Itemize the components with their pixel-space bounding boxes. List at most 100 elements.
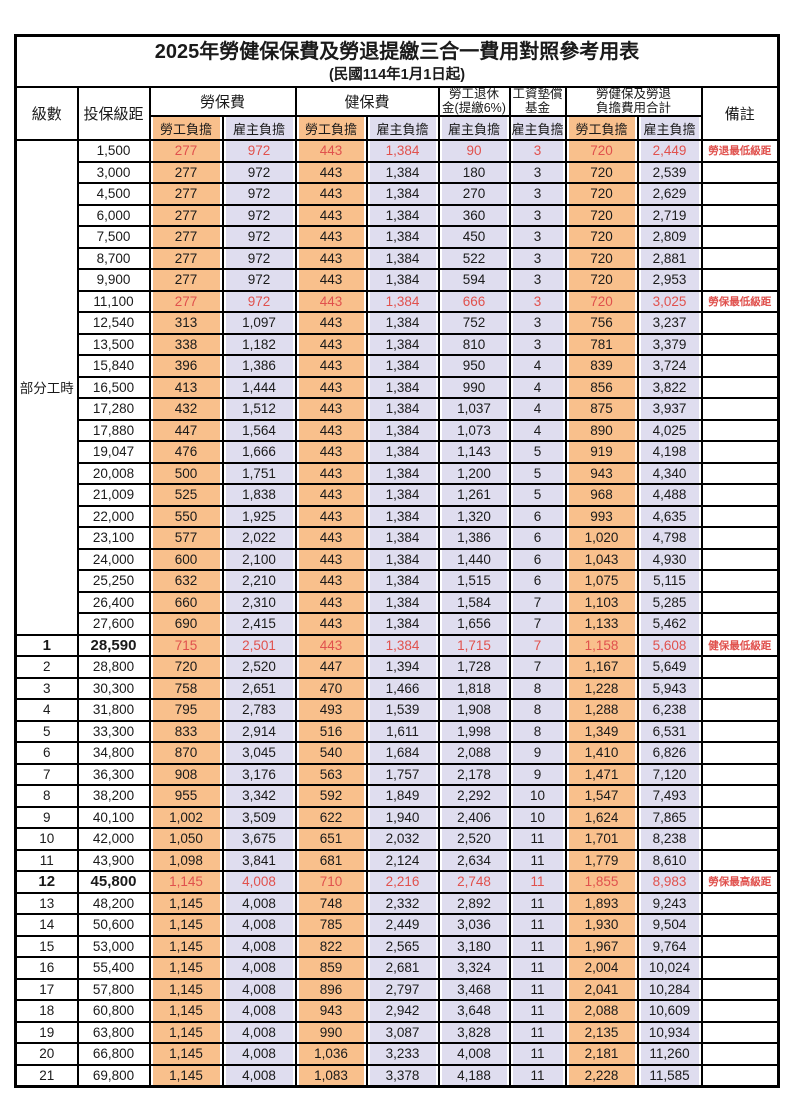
cell-value: 3,176 xyxy=(221,762,297,786)
cell-value: 990 xyxy=(294,1020,368,1044)
cell-bracket: 36,300 xyxy=(76,762,151,786)
header-sub-row: 勞工負擔 雇主負擔 勞工負擔 雇主負擔 雇主負擔 雇主負擔 勞工負擔 雇主負擔 xyxy=(16,115,779,141)
cell-value: 1,908 xyxy=(437,698,511,722)
cell-value: 1,384 xyxy=(365,483,440,507)
cell-value: 1,050 xyxy=(148,827,224,851)
cell-value: 972 xyxy=(221,160,297,184)
page-subtitle: (民國114年1月1日起) xyxy=(328,66,466,83)
cell-note xyxy=(700,827,780,851)
cell-value: 972 xyxy=(221,225,297,249)
cell-value: 3 xyxy=(508,182,567,206)
cell-value: 4 xyxy=(508,375,567,399)
table-row: 18 60,800 1,145 4,008 943 2,942 3,648 11 2,088 10… xyxy=(14,999,780,1023)
cell-bracket: 69,800 xyxy=(76,1063,151,1088)
cell-value: 8 xyxy=(508,698,567,722)
cell-value: 396 xyxy=(148,354,224,378)
cell-value: 4,008 xyxy=(437,1042,511,1066)
cell-value: 1,515 xyxy=(437,569,511,593)
table-row: 20,008 500 1,751 443 1,384 1,200 5 943 4,340 xyxy=(16,461,780,485)
cell-note xyxy=(700,676,780,700)
cell-value: 756 xyxy=(564,311,639,335)
cell-bracket: 48,200 xyxy=(76,891,151,915)
cell-value: 1,145 xyxy=(148,1042,224,1066)
cell-value: 1,684 xyxy=(365,741,440,765)
cell-value: 550 xyxy=(148,504,224,528)
subheader-employer: 雇主負擔 xyxy=(365,115,440,141)
cell-value: 1,715 xyxy=(437,633,511,657)
cell-value: 4,008 xyxy=(221,999,297,1023)
cell-value: 11 xyxy=(508,870,567,894)
cell-value: 11 xyxy=(508,848,567,872)
cell-value: 9,764 xyxy=(636,934,703,958)
cell-value: 660 xyxy=(148,590,224,614)
cell-value: 2,449 xyxy=(636,139,703,163)
cell-value: 2,210 xyxy=(221,569,297,593)
cell-value: 1,849 xyxy=(365,784,440,808)
cell-value: 3,237 xyxy=(636,311,703,335)
cell-value: 5,943 xyxy=(636,676,703,700)
cell-value: 443 xyxy=(294,461,368,485)
cell-level: 5 xyxy=(14,719,79,743)
cell-value: 3,828 xyxy=(437,1020,511,1044)
cell-value: 1,145 xyxy=(148,1063,224,1088)
table-row: 7 36,300 908 3,176 563 1,757 2,178 9 1,471 7,120 xyxy=(14,762,780,786)
cell-level: 18 xyxy=(14,999,79,1023)
cell-value: 4,008 xyxy=(221,934,297,958)
cell-value: 2,953 xyxy=(636,268,703,292)
cell-value: 2,181 xyxy=(564,1042,639,1066)
cell-bracket: 7,500 xyxy=(76,225,151,249)
table-body: 部分工時 1,500 277 972 443 1,384 90 3 720 2,449 勞退最低級距… xyxy=(14,139,780,1088)
cell-value: 1,384 xyxy=(365,182,440,206)
cell-value: 8,610 xyxy=(636,848,703,872)
cell-value: 3,324 xyxy=(437,956,511,980)
col-header-level: 級數 xyxy=(14,86,79,141)
cell-value: 413 xyxy=(148,375,224,399)
cell-value: 1,103 xyxy=(564,590,639,614)
cell-value: 443 xyxy=(294,268,368,292)
cell-value: 1,940 xyxy=(365,805,440,829)
cell-value: 2,041 xyxy=(564,977,639,1001)
cell-bracket: 60,800 xyxy=(76,999,151,1023)
cell-bracket: 15,840 xyxy=(76,354,151,378)
cell-value: 1,384 xyxy=(365,397,440,421)
cell-bracket: 17,880 xyxy=(76,418,151,442)
cell-bracket: 3,000 xyxy=(76,160,151,184)
title-row: 2025年勞健保保費及勞退提繳三合一費用對照參考用表 (民國114年1月1日起) xyxy=(14,34,780,88)
cell-bracket: 57,800 xyxy=(76,977,151,1001)
cell-value: 500 xyxy=(148,461,224,485)
cell-value: 6 xyxy=(508,526,567,550)
cell-value: 7 xyxy=(508,612,567,636)
cell-value: 2,565 xyxy=(365,934,440,958)
cell-value: 2,881 xyxy=(636,246,703,270)
cell-value: 1,512 xyxy=(221,397,297,421)
cell-value: 10,609 xyxy=(636,999,703,1023)
cell-value: 1,228 xyxy=(564,676,639,700)
cell-note xyxy=(700,655,780,679)
cell-value: 4,008 xyxy=(221,870,297,894)
cell-note xyxy=(700,934,780,958)
cell-value: 2,022 xyxy=(221,526,297,550)
cell-value: 443 xyxy=(294,332,368,356)
cell-value: 919 xyxy=(564,440,639,464)
table-row: 12,540 313 1,097 443 1,384 752 3 756 3,237 xyxy=(16,311,780,335)
cell-value: 710 xyxy=(294,870,368,894)
cell-level: 21 xyxy=(14,1063,79,1088)
cell-value: 1,145 xyxy=(148,891,224,915)
table-row: 3 30,300 758 2,651 470 1,466 1,818 8 1,228 5,943 xyxy=(14,676,780,700)
cell-value: 1,384 xyxy=(365,612,440,636)
cell-value: 443 xyxy=(294,160,368,184)
cell-value: 1,384 xyxy=(365,268,440,292)
cell-note xyxy=(700,268,780,292)
cell-value: 1,998 xyxy=(437,719,511,743)
cell-value: 1,384 xyxy=(365,375,440,399)
cell-value: 563 xyxy=(294,762,368,786)
cell-value: 3,378 xyxy=(365,1063,440,1088)
cell-bracket: 34,800 xyxy=(76,741,151,765)
cell-value: 9,243 xyxy=(636,891,703,915)
cell-value: 277 xyxy=(148,139,224,163)
cell-bracket: 17,280 xyxy=(76,397,151,421)
cell-level: 13 xyxy=(14,891,79,915)
cell-value: 1,701 xyxy=(564,827,639,851)
cell-value: 4,008 xyxy=(221,977,297,1001)
cell-value: 5,462 xyxy=(636,612,703,636)
